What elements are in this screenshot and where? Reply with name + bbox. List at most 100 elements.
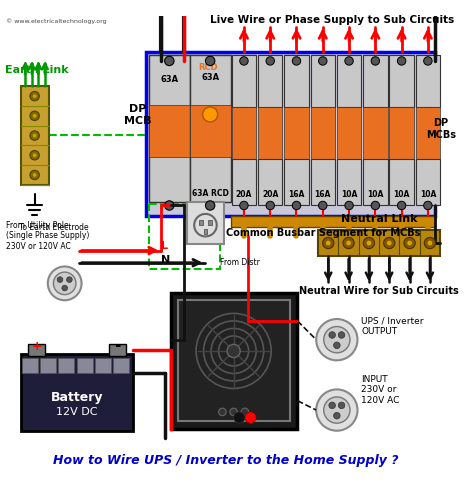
Bar	[258, 56, 283, 107]
Bar	[310, 159, 335, 206]
Circle shape	[324, 397, 350, 423]
Bar	[416, 159, 440, 206]
Bar	[318, 230, 440, 256]
Circle shape	[334, 412, 340, 419]
Text: 16A: 16A	[315, 190, 331, 199]
Text: L: L	[161, 241, 168, 251]
Text: 20A: 20A	[262, 190, 278, 199]
Circle shape	[62, 285, 67, 291]
Circle shape	[404, 237, 415, 249]
Text: 10A: 10A	[341, 190, 357, 199]
Circle shape	[266, 56, 274, 65]
Circle shape	[397, 56, 406, 65]
Circle shape	[345, 56, 353, 65]
Text: © www.electricaltechnology.org: © www.electricaltechnology.org	[6, 19, 106, 24]
Circle shape	[316, 319, 357, 360]
Circle shape	[397, 201, 406, 210]
Bar	[390, 107, 414, 159]
Text: N: N	[161, 255, 171, 265]
Circle shape	[323, 237, 334, 249]
Circle shape	[57, 277, 63, 282]
Text: RCD: RCD	[199, 63, 218, 73]
Bar	[363, 159, 388, 206]
Circle shape	[33, 173, 36, 177]
Bar	[258, 159, 283, 206]
Bar	[416, 107, 440, 159]
Circle shape	[219, 408, 226, 416]
Bar	[95, 358, 110, 373]
Circle shape	[227, 344, 240, 357]
Bar	[258, 107, 283, 159]
Bar	[109, 344, 126, 356]
Text: 10A: 10A	[419, 190, 436, 199]
Bar	[284, 159, 309, 206]
Bar	[28, 344, 45, 356]
Bar	[363, 107, 388, 159]
Circle shape	[292, 201, 301, 210]
Circle shape	[292, 56, 301, 65]
Circle shape	[329, 402, 336, 409]
Circle shape	[424, 56, 432, 65]
Circle shape	[326, 241, 330, 245]
Circle shape	[241, 408, 249, 416]
Text: 20A: 20A	[236, 190, 252, 199]
Circle shape	[266, 201, 274, 210]
Circle shape	[245, 412, 256, 423]
Bar	[416, 56, 440, 107]
Circle shape	[48, 266, 82, 300]
Bar	[199, 221, 203, 225]
Text: 16A: 16A	[288, 190, 305, 199]
Bar	[204, 229, 207, 234]
Circle shape	[407, 241, 412, 245]
Bar	[112, 358, 128, 373]
Text: 12V DC: 12V DC	[56, 407, 98, 417]
Circle shape	[240, 201, 248, 210]
Circle shape	[66, 277, 72, 282]
Circle shape	[343, 237, 354, 249]
Bar	[20, 354, 133, 431]
Bar	[284, 56, 309, 107]
Circle shape	[164, 56, 174, 66]
Bar	[231, 216, 436, 227]
Bar	[149, 56, 190, 202]
Bar	[22, 358, 38, 373]
Bar	[390, 159, 414, 206]
Circle shape	[33, 94, 36, 98]
Circle shape	[424, 237, 436, 249]
Circle shape	[240, 56, 248, 65]
Bar	[149, 105, 190, 157]
Text: Neutral Wire for Sub Circuits: Neutral Wire for Sub Circuits	[299, 286, 459, 296]
Text: Earth Link: Earth Link	[5, 65, 68, 75]
Circle shape	[54, 272, 76, 295]
Circle shape	[205, 201, 215, 210]
Bar	[310, 107, 335, 159]
Circle shape	[319, 56, 327, 65]
Circle shape	[30, 170, 39, 180]
Circle shape	[428, 241, 432, 245]
Circle shape	[230, 408, 237, 416]
Text: Live Wire or Phase Supply to Sub Circuits: Live Wire or Phase Supply to Sub Circuit…	[210, 16, 454, 25]
Text: +: +	[31, 340, 42, 353]
Circle shape	[334, 342, 340, 349]
Circle shape	[363, 237, 374, 249]
Bar	[178, 300, 290, 421]
Circle shape	[366, 241, 371, 245]
Text: Common Busbar Segment for MCBs: Common Busbar Segment for MCBs	[226, 228, 420, 239]
Circle shape	[387, 241, 392, 245]
Bar	[390, 56, 414, 107]
Circle shape	[30, 150, 39, 160]
Text: 63A RCD: 63A RCD	[191, 189, 228, 198]
Circle shape	[338, 332, 345, 338]
Bar	[310, 56, 335, 107]
Circle shape	[30, 92, 39, 101]
Text: DP
MCB: DP MCB	[124, 104, 152, 126]
Circle shape	[30, 131, 39, 140]
Circle shape	[33, 153, 36, 157]
Circle shape	[383, 237, 395, 249]
Circle shape	[329, 332, 336, 338]
Bar	[190, 105, 231, 157]
Bar	[208, 221, 212, 225]
Text: Neutral Link: Neutral Link	[341, 214, 417, 225]
Circle shape	[346, 241, 351, 245]
Bar	[20, 86, 49, 185]
